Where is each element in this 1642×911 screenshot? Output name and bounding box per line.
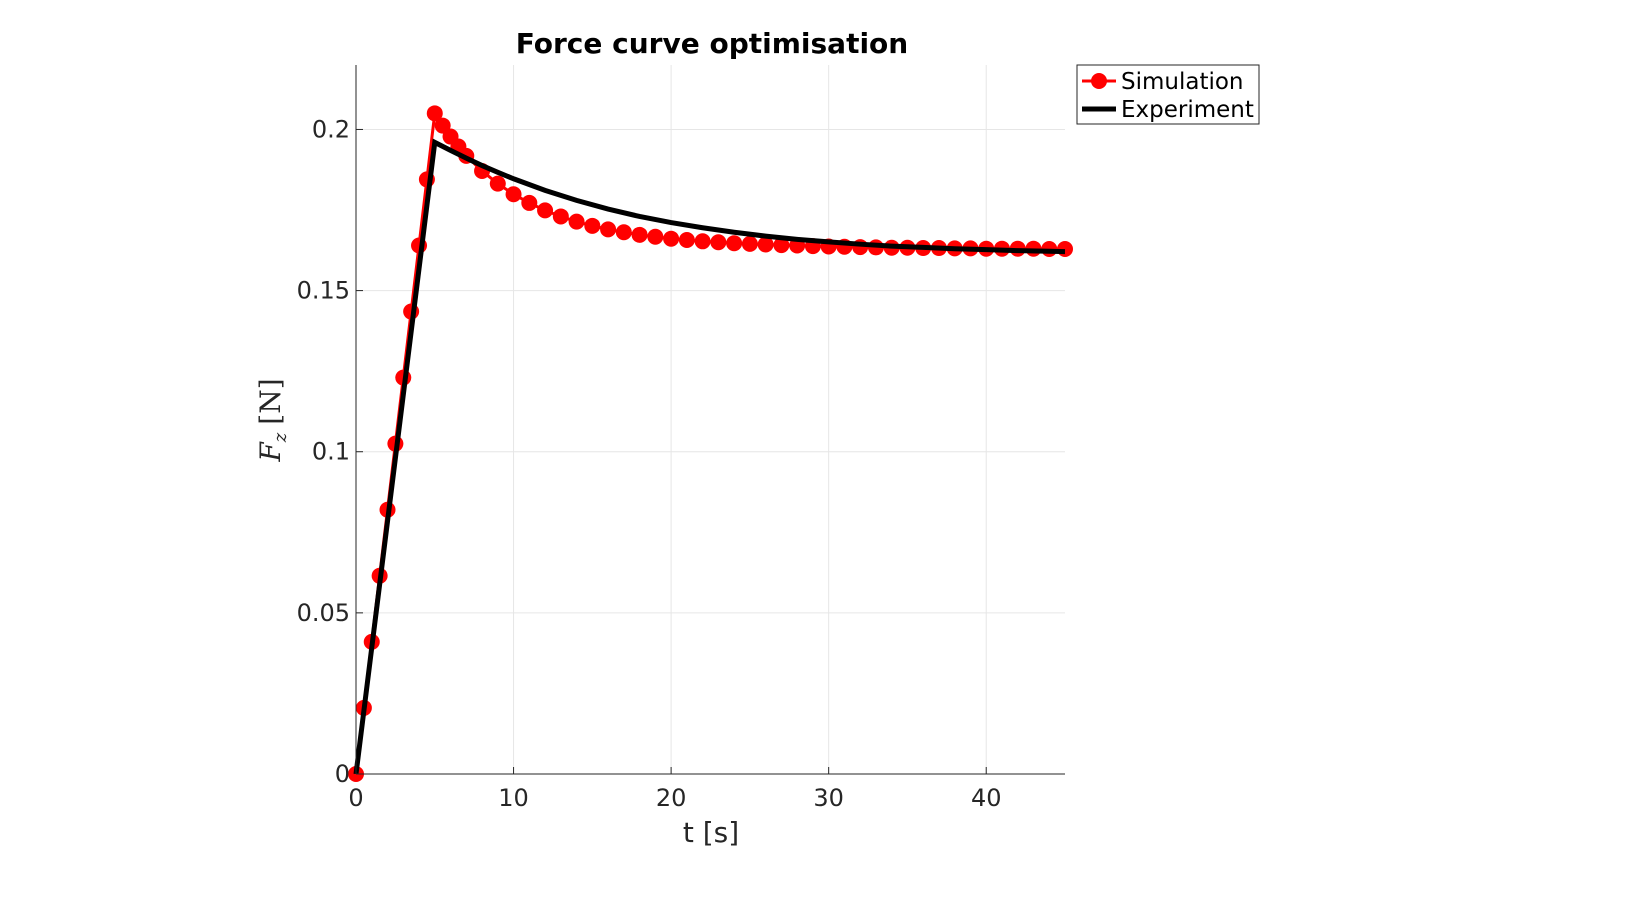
simulation-point xyxy=(726,235,743,252)
y-tick-label: 0.1 xyxy=(312,438,350,466)
chart-title: Force curve optimisation xyxy=(516,27,908,60)
legend-experiment-label: Experiment xyxy=(1121,97,1254,123)
x-tick-label: 40 xyxy=(971,784,1002,812)
y-tick-label: 0.2 xyxy=(312,115,350,143)
simulation-point xyxy=(773,237,790,254)
y-axis-label: Fz [N] xyxy=(254,378,291,462)
simulation-point xyxy=(568,213,585,230)
simulation-point xyxy=(678,231,695,248)
simulation-point xyxy=(710,234,727,251)
legend[interactable]: Simulation Experiment xyxy=(1076,64,1260,125)
experiment-line xyxy=(353,138,1066,775)
plot-area xyxy=(348,105,1073,782)
y-axis-unit: [N] xyxy=(254,378,287,424)
legend-simulation-label: Simulation xyxy=(1121,69,1244,95)
simulation-point xyxy=(741,235,758,252)
simulation-point xyxy=(521,194,538,211)
simulation-point xyxy=(647,228,664,245)
simulation-point xyxy=(426,105,443,122)
y-tick-label: 0 xyxy=(335,760,350,788)
simulation-point xyxy=(631,226,648,243)
simulation-point xyxy=(615,224,632,241)
simulation-point xyxy=(552,208,569,225)
x-axis-label: t [s] xyxy=(683,816,739,849)
simulation-point xyxy=(663,230,680,247)
simulation-point xyxy=(600,221,617,238)
x-tick-label: 30 xyxy=(813,784,844,812)
simulation-point xyxy=(757,236,774,253)
tick-labels: 0 10 20 30 40 0 0.05 0.1 0.15 0.2 xyxy=(297,115,1002,812)
x-tick-label: 20 xyxy=(656,784,687,812)
simulation-point xyxy=(537,202,554,219)
x-tick-label: 0 xyxy=(348,784,363,812)
simulation-point xyxy=(489,175,506,192)
y-axis-subscript: z xyxy=(270,432,291,443)
simulation-line xyxy=(354,109,1065,775)
simulation-point xyxy=(694,233,711,250)
y-axis-symbol: F xyxy=(254,441,287,463)
x-tick-label: 10 xyxy=(498,784,529,812)
simulation-point xyxy=(584,217,601,234)
y-tick-label: 0.15 xyxy=(297,277,350,305)
legend-simulation-marker xyxy=(1091,73,1107,89)
grid xyxy=(356,65,1065,774)
legend-box xyxy=(1076,64,1260,125)
axes xyxy=(355,65,1065,775)
simulation-point xyxy=(505,186,522,203)
y-tick-label: 0.05 xyxy=(297,599,350,627)
